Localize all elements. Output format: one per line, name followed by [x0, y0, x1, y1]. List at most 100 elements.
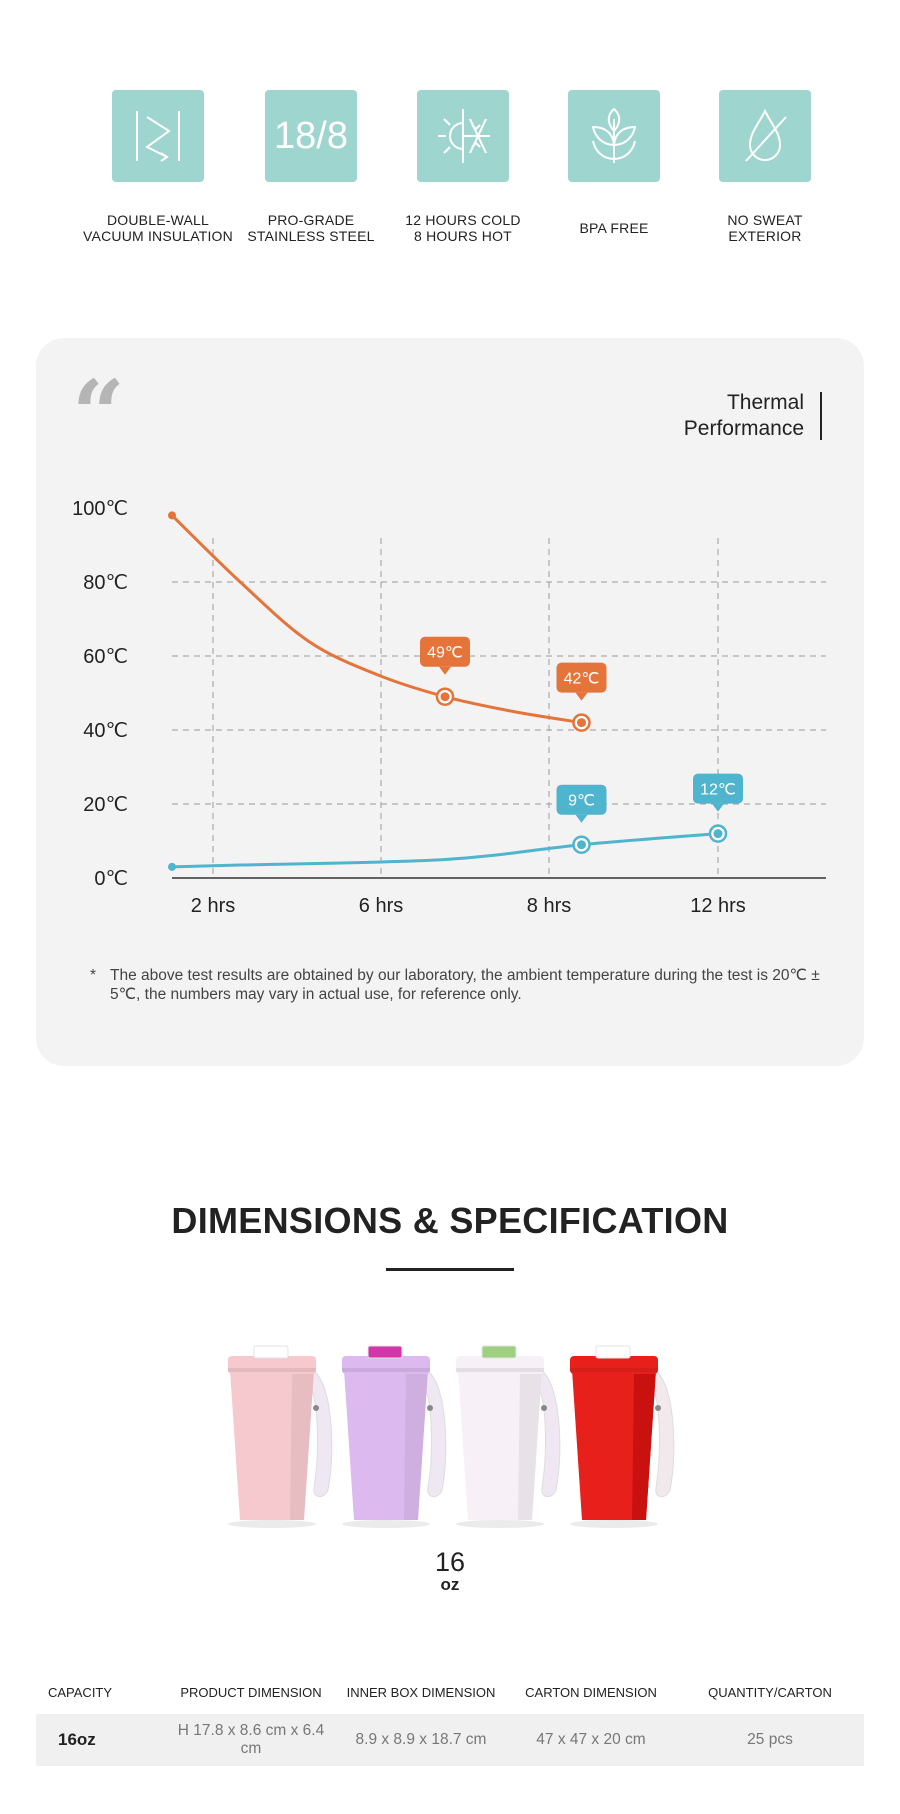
tumbler-lid-rim [456, 1368, 544, 1372]
title-underline [386, 1268, 514, 1271]
tumbler-lid [228, 1356, 316, 1374]
table-row: 16oz H 17.8 x 8.6 cm x 6.4 cm 8.9 x 8.9 … [36, 1714, 864, 1766]
header-quantity-carton: QUANTITY/CARTON [708, 1684, 832, 1700]
tumbler-lid-button [367, 1345, 403, 1359]
x-tick-label: 6 hrs [359, 895, 403, 917]
vacuum-insulation-icon [112, 90, 204, 182]
tumbler-lid-rim [570, 1368, 658, 1372]
strap-button [313, 1405, 319, 1411]
tumbler-lid-button [595, 1345, 631, 1359]
steel-18-8-icon: 18/8 [265, 90, 357, 182]
steel-grade-text: 18/8 [274, 114, 348, 157]
strap-button [427, 1405, 433, 1411]
tumbler-product-image [228, 1345, 675, 1528]
data-label-bubble [556, 662, 607, 693]
feature-vacuum-insulation: DOUBLE-WALL VACUUM INSULATION [78, 90, 238, 244]
feature-label: DOUBLE-WALL VACUUM INSULATION [83, 212, 233, 244]
feature-label: BPA FREE [579, 220, 649, 236]
feature-label: 12 HOURS COLD 8 HOURS HOT [405, 212, 521, 244]
header-product-dimension: PRODUCT DIMENSION [180, 1684, 322, 1700]
tumbler-shade [632, 1370, 656, 1520]
feature-label: NO SWEAT EXTERIOR [727, 212, 803, 244]
y-tick-label: 80℃ [83, 572, 128, 594]
data-label-pointer [575, 814, 588, 823]
cell-quantity-carton: 25 pcs [747, 1731, 793, 1748]
quote-mark-icon: “ [72, 360, 125, 468]
spec-table-header: CAPACITY PRODUCT DIMENSION INNER BOX DIM… [36, 1670, 864, 1714]
sun-snowflake-icon [417, 90, 509, 182]
tumbler-lid-rim [228, 1368, 316, 1372]
tumbler-shadow [228, 1520, 316, 1528]
data-label: 9℃ [568, 793, 595, 810]
feature-no-sweat: NO SWEAT EXTERIOR [685, 90, 845, 244]
data-point-core [577, 840, 586, 850]
tumbler-lid [456, 1356, 544, 1374]
data-label-bubble [693, 773, 743, 804]
y-tick-label: 40℃ [83, 720, 128, 742]
cell-carton-dimension: 47 x 47 x 20 cm [536, 1731, 646, 1748]
series-line [170, 514, 582, 725]
feature-bpa-free: BPA FREE [534, 90, 694, 236]
feature-stainless-steel: 18/8 PRO-GRADE STAINLESS STEEL [231, 90, 391, 244]
features-row: DOUBLE-WALL VACUUM INSULATION 18/8 PRO-GR… [0, 90, 900, 260]
tumbler-shade [518, 1370, 542, 1520]
y-tick-label: 60℃ [83, 646, 128, 668]
tumbler-shade [290, 1370, 314, 1520]
tumbler-strap [309, 1369, 333, 1497]
data-label-bubble [556, 784, 607, 815]
tumbler-strap [423, 1369, 447, 1497]
thermal-performance-card: “ Thermal Performance 0℃ 20℃ 40℃ 60℃ 80℃ 100℃… [36, 338, 864, 1066]
y-tick-label: 0℃ [94, 868, 128, 890]
capacity-unit: oz [440, 1575, 460, 1594]
thermal-title: Thermal Performance [683, 391, 804, 440]
tumbler-lid-button [481, 1345, 517, 1359]
tumbler-shadow [456, 1520, 544, 1528]
y-tick-label: 100℃ [72, 498, 128, 520]
series-start-point [168, 511, 176, 520]
x-tick-label: 12 hrs [690, 895, 746, 917]
test-footnote: * The above test results are obtained by… [90, 966, 830, 1004]
cell-product-dimension: H 17.8 x 8.6 cm x 6.4 cm [177, 1722, 325, 1757]
footnote-star: * [90, 967, 97, 984]
spec-table: CAPACITY PRODUCT DIMENSION INNER BOX DIM… [36, 1670, 864, 1766]
feature-label: PRO-GRADE STAINLESS STEEL [247, 212, 375, 244]
feature-hot-cold: 12 HOURS COLD 8 HOURS HOT [383, 90, 543, 244]
footnote-text: The above test results are obtained by o… [110, 967, 820, 1003]
capacity-label: 16 oz [0, 1548, 900, 1594]
cell-inner-box-dimension: 8.9 x 8.9 x 18.7 cm [355, 1731, 487, 1748]
thermal-chart: 0℃ 20℃ 40℃ 60℃ 80℃ 100℃ 2 hrs 6 hrs 8 hrs 12 hrs 4… [72, 498, 826, 917]
cell-capacity: 16oz [58, 1730, 96, 1749]
tumbler-lid [570, 1356, 658, 1374]
tumbler-strap [537, 1369, 561, 1497]
tumbler-lid [342, 1356, 430, 1374]
title-accent-bar [820, 392, 822, 440]
tumbler-lid-rim [342, 1368, 430, 1372]
header-carton-dimension: CARTON DIMENSION [525, 1684, 657, 1700]
no-drop-icon [719, 90, 811, 182]
data-point-core [440, 692, 450, 702]
data-label: 42℃ [564, 671, 600, 688]
capacity-number: 16 [434, 1547, 466, 1577]
data-label: 12℃ [700, 782, 736, 799]
tumbler-body [230, 1370, 314, 1520]
data-label-pointer [575, 692, 588, 701]
dimensions-title: DIMENSIONS & SPECIFICATION [171, 1200, 729, 1241]
series-start-point [168, 862, 176, 871]
tumbler-strap [651, 1369, 675, 1497]
strap-button [541, 1405, 547, 1411]
tumbler-shadow [342, 1520, 430, 1528]
tumbler-body [344, 1370, 428, 1520]
series-line [171, 832, 719, 869]
data-label: 49℃ [427, 645, 463, 662]
data-point-core [713, 829, 723, 839]
data-label-pointer [712, 803, 724, 812]
data-point-core [577, 718, 586, 728]
header-inner-box-dimension: INNER BOX DIMENSION [346, 1684, 496, 1700]
tumbler-shadow [570, 1520, 658, 1528]
strap-button [655, 1405, 661, 1411]
y-tick-label: 20℃ [83, 794, 128, 816]
x-tick-label: 2 hrs [191, 895, 235, 917]
tumbler-body [458, 1370, 542, 1520]
data-label-pointer [439, 666, 451, 675]
tumbler-shade [404, 1370, 428, 1520]
